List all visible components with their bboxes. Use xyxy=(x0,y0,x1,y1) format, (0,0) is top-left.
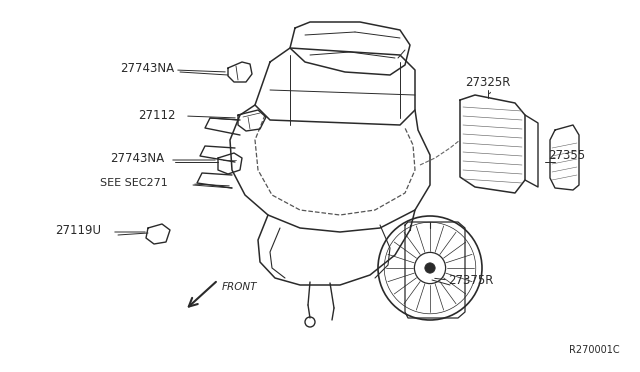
Circle shape xyxy=(425,263,435,273)
Text: 27325R: 27325R xyxy=(465,76,510,89)
Text: 27743NA: 27743NA xyxy=(120,61,174,74)
Text: 27375R: 27375R xyxy=(448,273,493,286)
Text: SEE SEC271: SEE SEC271 xyxy=(100,178,168,188)
Text: 27743NA: 27743NA xyxy=(110,151,164,164)
Text: FRONT: FRONT xyxy=(222,282,257,292)
Text: 27355: 27355 xyxy=(548,148,585,161)
Text: 27112: 27112 xyxy=(138,109,175,122)
Text: 27119U: 27119U xyxy=(55,224,101,237)
Text: R270001C: R270001C xyxy=(570,345,620,355)
